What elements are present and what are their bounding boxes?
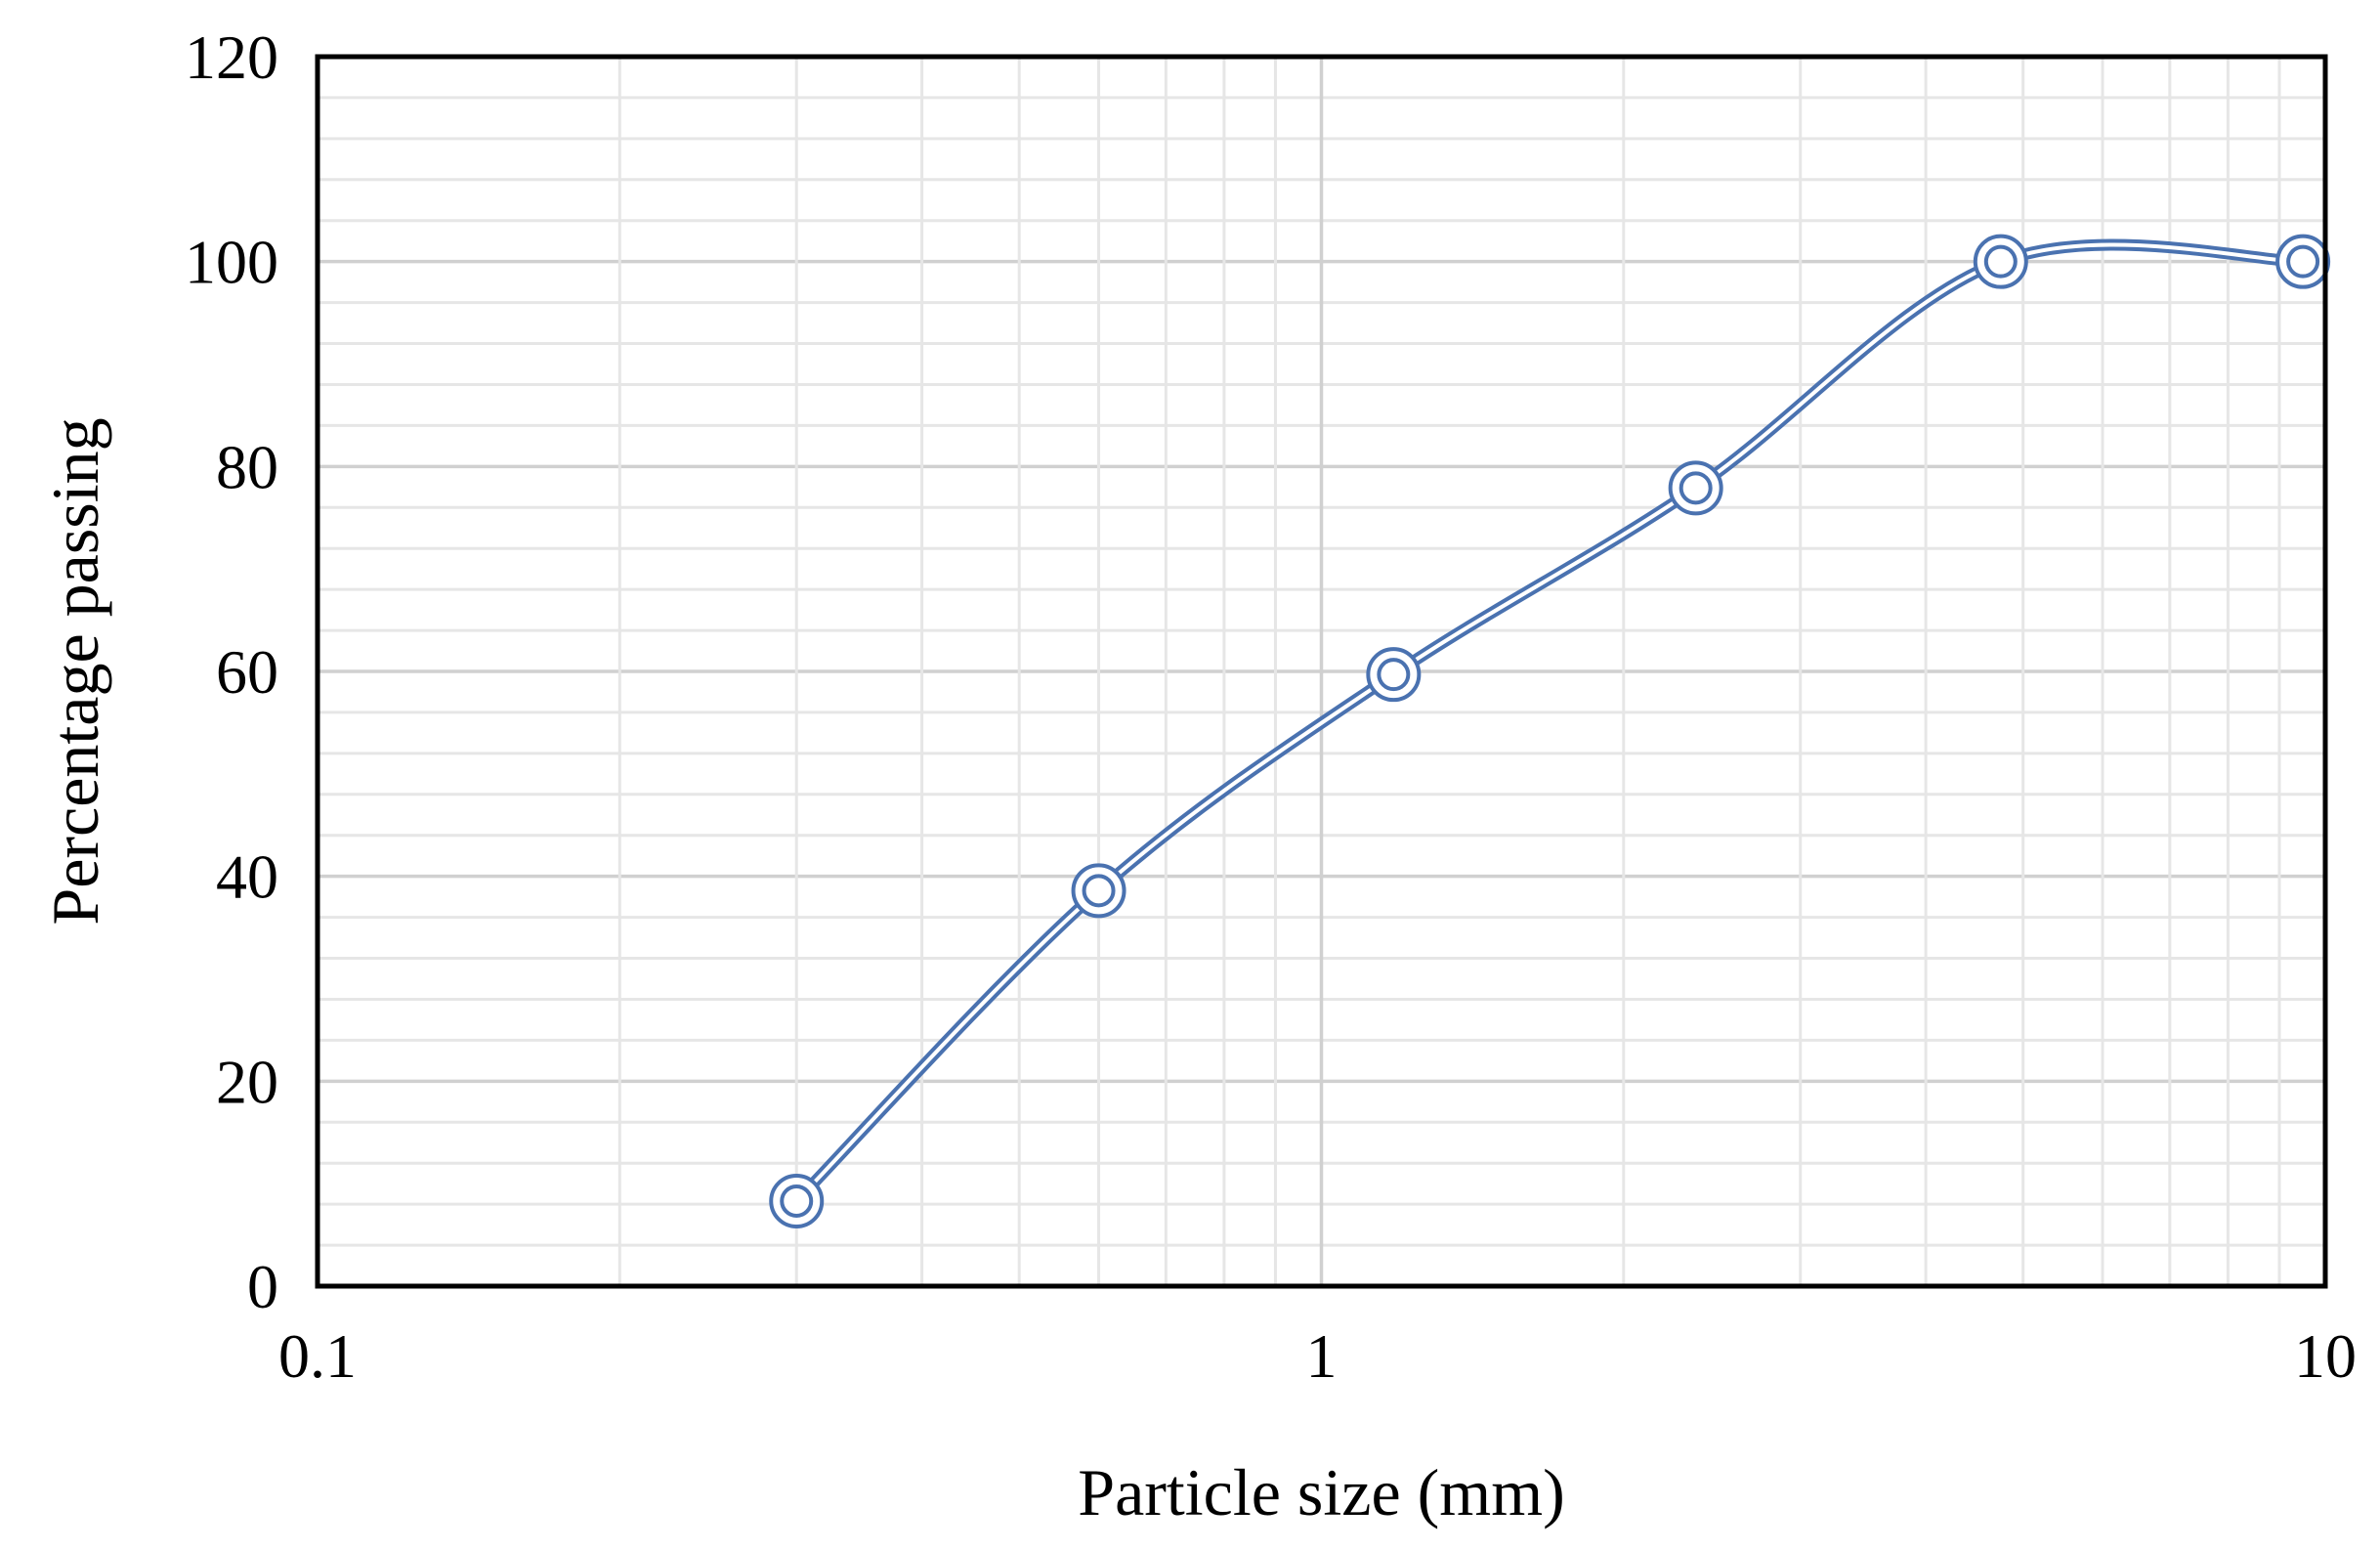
y-tick-label: 80 [216,432,278,501]
axes: 0 20 40 60 80 100 120 0.1 1 10 [185,22,2357,1391]
data-point-marker [769,1173,825,1228]
x-axis-title: Particle size (mm) [1078,1455,1564,1529]
x-tick-label: 10 [2294,1321,2357,1391]
data-point-marker-inner [2286,244,2320,279]
x-tick-label: 1 [1306,1321,1338,1391]
x-tick-label: 0.1 [278,1321,357,1391]
y-tick-label: 40 [216,842,278,912]
y-tick-label: 120 [185,22,278,92]
data-point-marker-inner [1082,874,1116,908]
grid [318,57,2325,1286]
data-point-marker-inner [1377,658,1411,692]
data-point-marker-inner [780,1184,814,1218]
y-tick-label: 100 [185,228,278,297]
y-tick-label: 60 [216,637,278,707]
data-point-marker [1071,863,1126,919]
y-tick-label: 20 [216,1047,278,1116]
plot-area-frame [315,54,2328,1289]
data-point-marker-inner [1983,244,2018,279]
data-point-marker [2275,234,2331,289]
data-point-marker-inner [1679,471,1713,505]
series-line-inner [794,242,2304,1203]
data-series [769,234,2331,1228]
y-tick-label: 0 [247,1252,278,1321]
y-axis-title: Percentage passing [38,417,112,925]
series-line [791,238,2304,1206]
data-point-marker [1668,460,1723,516]
data-point-marker [1973,234,2028,289]
data-point-marker [1366,647,1422,703]
